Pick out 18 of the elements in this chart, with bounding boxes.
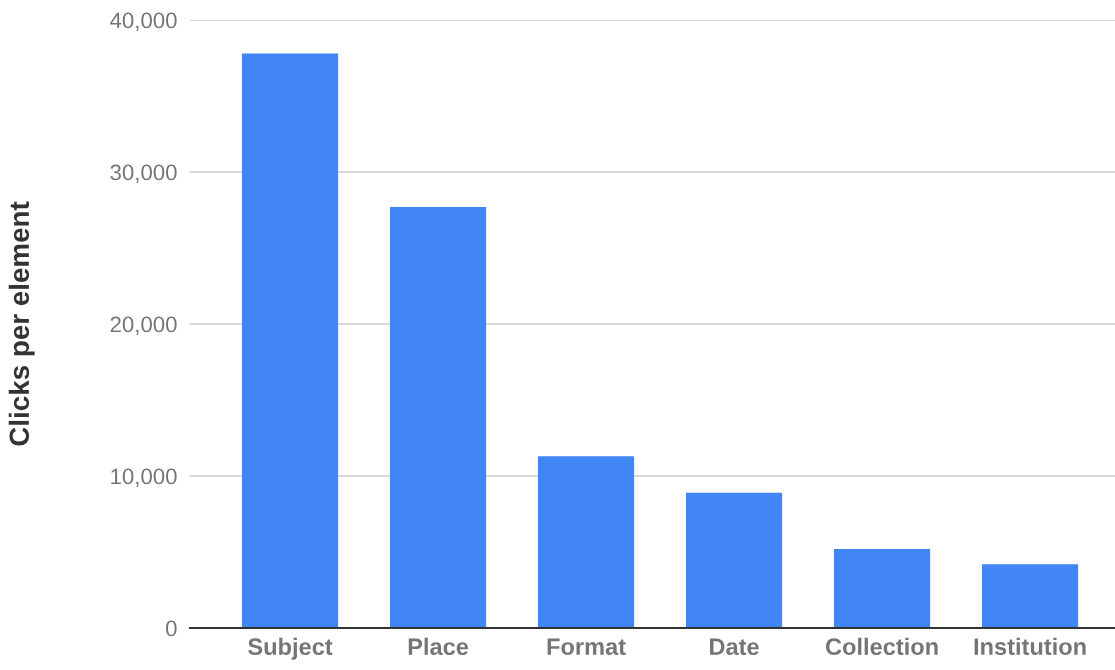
y-tick-label: 40,000	[110, 12, 177, 31]
bar	[685, 492, 783, 628]
bar	[981, 564, 1079, 628]
y-tick-label: 20,000	[110, 316, 177, 335]
x-tick-label: Subject	[248, 637, 333, 660]
y-tick-label: 30,000	[110, 164, 177, 183]
y-axis-title: Clicks per element	[8, 201, 35, 446]
x-tick-label: Date	[710, 638, 759, 656]
bar	[241, 53, 339, 628]
bar	[389, 206, 487, 628]
bar	[537, 456, 635, 628]
y-tick-label: 0	[166, 620, 177, 637]
x-tick-label: Collection	[825, 637, 938, 656]
x-tick-label: Place	[408, 637, 469, 656]
x-tick-label: Institution	[974, 637, 1086, 656]
x-tick-label: Format	[547, 638, 626, 656]
bar	[833, 548, 931, 628]
y-tick-label: 10,000	[111, 468, 177, 487]
